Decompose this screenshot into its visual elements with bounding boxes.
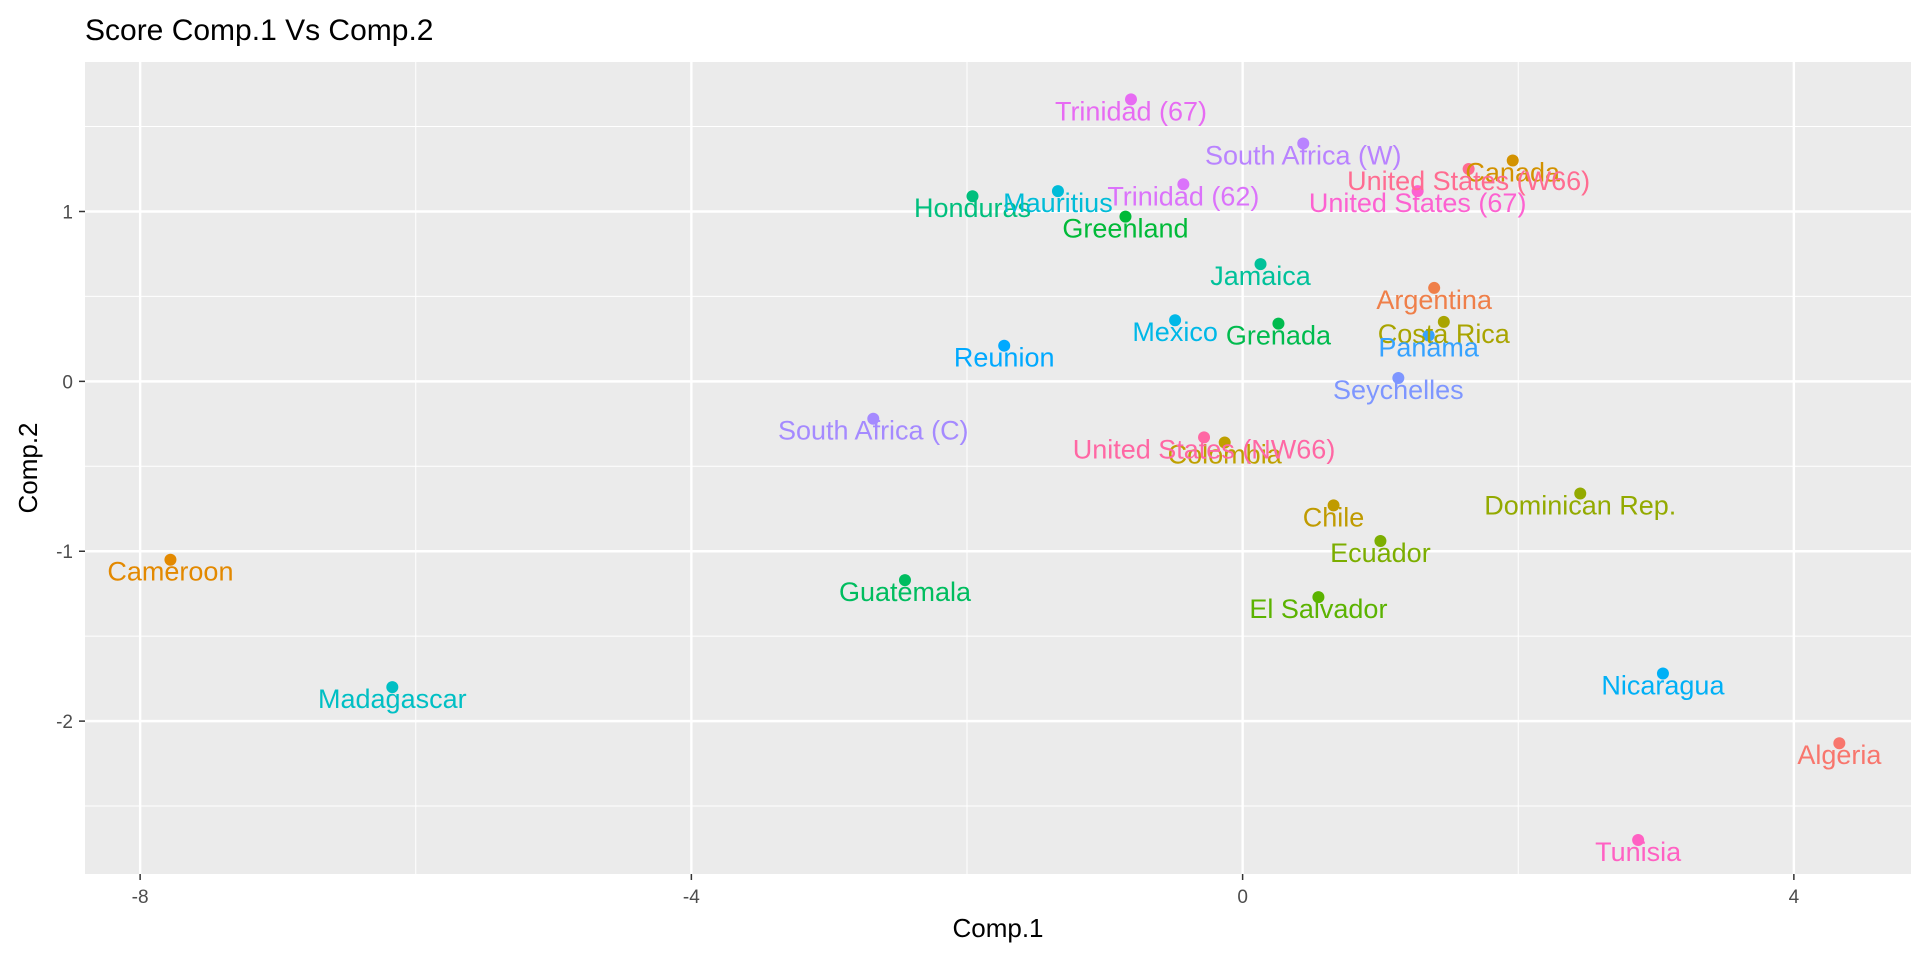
data-point-label: Trinidad (62) — [1107, 181, 1259, 211]
data-point — [1124, 93, 1137, 106]
data-point — [1119, 210, 1132, 223]
x-tick-label: 0 — [1237, 887, 1248, 908]
data-point-label: Chile — [1303, 502, 1365, 532]
data-point-label: Mauritius — [1003, 188, 1113, 218]
axis-ticks: -8 -4 0 4 -2 -1 0 1 — [56, 202, 1799, 908]
data-point — [1392, 371, 1405, 384]
data-point — [1437, 315, 1450, 328]
data-point-label: Honduras — [914, 193, 1031, 223]
data-point — [1272, 317, 1285, 330]
data-point — [898, 574, 911, 587]
data-point-label: United States (W66) — [1347, 166, 1590, 196]
y-tick-label: 0 — [62, 372, 73, 393]
data-point-label: Nicaragua — [1601, 671, 1725, 701]
data-point — [1312, 591, 1325, 604]
data-points — [164, 93, 1846, 847]
data-point — [1422, 329, 1435, 342]
data-point — [1462, 163, 1475, 176]
data-point-label: Grenada — [1226, 321, 1332, 351]
data-point — [1297, 137, 1310, 150]
data-labels: Algeria Argentina Cameroon Canada Chile Colom… — [107, 96, 1882, 867]
data-point-label: Jamaica — [1210, 261, 1312, 291]
data-point-label: Canada — [1465, 158, 1561, 188]
data-point-label: South Africa (C) — [778, 416, 969, 446]
data-point-label: Seychelles — [1333, 375, 1464, 405]
x-tick-label: 4 — [1789, 887, 1800, 908]
data-point — [1574, 487, 1587, 500]
data-point-label: Algeria — [1797, 740, 1882, 770]
data-point-label: South Africa (W) — [1205, 141, 1402, 171]
x-tick-label: -4 — [683, 887, 700, 908]
data-point — [1327, 499, 1340, 512]
data-point — [386, 681, 399, 694]
chart-title: Score Comp.1 Vs Comp.2 — [85, 14, 433, 47]
data-point-label: Trinidad (67) — [1055, 96, 1207, 126]
data-point-label: El Salvador — [1249, 594, 1387, 624]
data-point-label: Costa Rica — [1378, 319, 1511, 349]
data-point-label: Colombia — [1168, 440, 1283, 470]
data-point — [1169, 314, 1182, 327]
data-point-label: Ecuador — [1330, 538, 1431, 568]
data-point-label: Cameroon — [107, 557, 233, 587]
data-point — [1411, 185, 1424, 198]
plot-panel — [85, 62, 1911, 874]
data-point — [1051, 185, 1064, 198]
data-point — [1506, 154, 1519, 167]
data-point — [1254, 258, 1267, 271]
data-point — [1374, 535, 1387, 548]
data-point — [1632, 834, 1645, 847]
data-point-label: Dominican Rep. — [1484, 490, 1676, 520]
data-point-label: Greenland — [1062, 214, 1188, 244]
data-point — [867, 412, 880, 425]
data-point-label: Mexico — [1132, 317, 1218, 347]
data-point — [1656, 667, 1669, 680]
data-point-label: United States (67) — [1309, 188, 1527, 218]
data-point-label: Guatemala — [839, 577, 972, 607]
data-point-label: Reunion — [954, 343, 1055, 373]
x-tick-label: -8 — [132, 887, 149, 908]
data-point — [1177, 178, 1190, 191]
data-point-label: Panama — [1378, 332, 1480, 362]
data-point — [1198, 431, 1211, 444]
data-point — [1218, 436, 1231, 449]
data-point — [998, 339, 1011, 352]
x-axis-title: Comp.1 — [952, 913, 1043, 943]
data-point — [164, 553, 177, 566]
data-point-label: Argentina — [1376, 285, 1493, 315]
y-axis-title: Comp.2 — [13, 422, 43, 513]
data-point — [966, 190, 979, 203]
y-tick-label: -2 — [56, 712, 73, 733]
data-point-label: Madagascar — [318, 684, 467, 714]
data-point-label: United States (NW66) — [1073, 434, 1336, 464]
y-tick-label: 1 — [62, 202, 73, 223]
y-tick-label: -1 — [56, 542, 73, 563]
major-gridlines — [85, 62, 1911, 874]
data-point — [1833, 737, 1846, 750]
data-point — [1428, 281, 1441, 294]
data-point-label: Tunisia — [1595, 837, 1682, 867]
